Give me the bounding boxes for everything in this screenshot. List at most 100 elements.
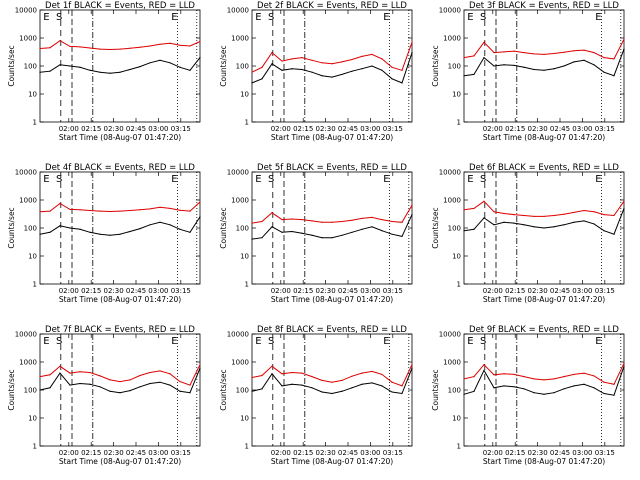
data-point-lld [351,219,353,221]
x-tick-label: 02:45 [338,125,358,133]
x-tick-label: 03:15 [171,449,191,457]
data-point-lld [261,66,263,68]
data-point-lld [261,220,263,223]
marker-label: E [467,336,473,347]
data-point-events [523,388,525,390]
data-point-events [169,62,171,64]
data-point-lld [463,56,465,59]
x-tick-label: 02:00 [483,449,503,457]
data-point-events [301,68,303,71]
x-tick-label: 03:15 [171,125,191,133]
data-point-lld [49,374,51,376]
data-point-events [291,383,293,385]
data-point-lld [371,216,373,218]
data-point-events [473,73,475,76]
data-point-lld [39,47,41,50]
data-point-lld [391,66,393,68]
x-tick-label: 03:15 [383,449,403,457]
data-point-events [69,65,71,67]
data-point-events [89,231,91,233]
data-point-events [623,365,625,367]
marker-label: S [480,336,486,347]
data-point-lld [613,383,615,385]
data-point-events [251,390,253,392]
data-point-lld [533,53,535,55]
series-lld [251,204,413,224]
data-point-lld [533,378,535,380]
data-point-events [603,230,605,232]
series-events [251,214,413,240]
data-point-events [553,392,555,394]
data-point-events [593,223,595,225]
panel-title: Det 9f BLACK = Events, RED = LLD [469,325,619,335]
data-point-lld [159,206,161,208]
data-point-events [623,48,625,50]
data-point-events [59,372,61,374]
y-tick-label: 100 [448,225,461,233]
y-tick-label: 10000 [15,7,37,15]
data-point-lld [381,373,383,376]
data-point-events [513,386,515,388]
data-point-lld [69,372,71,374]
data-point-lld [563,213,565,215]
y-tick-label: 1 [245,119,249,127]
data-point-lld [251,376,253,379]
data-point-events [159,221,161,223]
data-point-lld [301,372,303,374]
data-point-lld [281,60,283,62]
series-events [463,366,625,396]
y-tick-label: 10000 [15,331,37,339]
data-point-events [261,78,263,80]
data-point-events [199,367,201,369]
plot-frame [463,9,625,123]
data-point-lld [341,379,343,382]
data-point-lld [543,215,545,217]
data-point-events [189,392,191,394]
y-tick-label: 10 [240,415,249,423]
data-point-events [391,78,393,80]
data-point-events [79,66,81,68]
data-point-events [129,68,131,71]
data-point-events [351,70,353,72]
data-point-lld [311,376,313,378]
data-point-events [301,384,303,386]
x-tick-label: 02:00 [271,125,291,133]
data-point-lld [623,38,625,40]
marker-label: E [595,174,601,185]
x-tick-label: 03:00 [148,287,168,295]
x-tick-label: 02:30 [528,449,548,457]
y-tick-label: 1000 [19,35,37,43]
y-tick-label: 1000 [231,359,249,367]
data-point-lld [179,44,181,46]
y-tick-label: 10 [28,91,37,99]
y-tick-label: 10000 [227,7,249,15]
series-events [463,208,625,235]
data-point-events [593,64,595,66]
data-point-lld [271,52,273,54]
data-point-lld [69,45,71,48]
data-point-events [493,65,495,67]
data-point-lld [99,210,101,212]
data-point-lld [169,207,171,210]
data-point-lld [99,48,101,50]
marker-label: S [480,12,486,23]
data-point-events [573,221,575,223]
data-point-lld [493,374,495,376]
data-point-lld [613,214,615,217]
data-point-lld [139,374,141,377]
y-axis-label: Counts/sec [431,369,440,410]
panel-6: Det 6f BLACK = Events, RED = LLD 1 10 100 10… [431,163,625,304]
data-point-lld [543,379,545,381]
data-point-lld [189,210,191,212]
data-point-events [613,394,615,396]
data-point-lld [251,222,253,224]
marker-label: E [595,336,601,347]
data-point-lld [623,362,625,364]
x-tick-label: 02:00 [59,125,79,133]
y-tick-label: 1 [245,443,249,451]
data-point-lld [119,380,121,383]
data-point-events [109,234,111,236]
data-point-lld [603,381,605,383]
data-point-events [251,82,253,84]
data-point-lld [301,56,303,59]
